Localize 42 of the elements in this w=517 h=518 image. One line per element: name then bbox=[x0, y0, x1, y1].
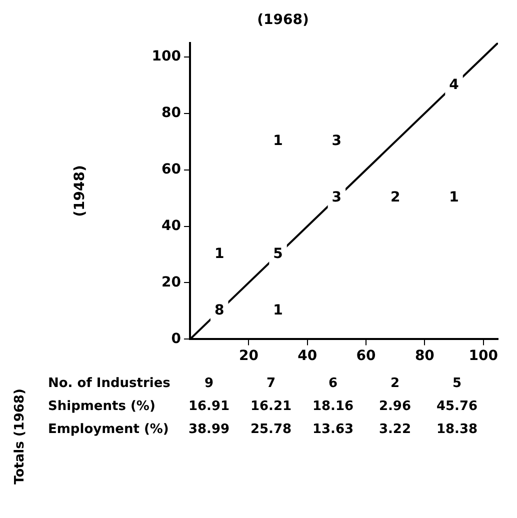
text: 6 bbox=[327, 376, 339, 391]
text: 16.21 bbox=[249, 399, 293, 414]
annotation: 1 bbox=[273, 133, 283, 150]
text: 7 bbox=[265, 376, 277, 391]
annotation: 3 bbox=[332, 133, 342, 150]
x-tick-label: 20 bbox=[238, 348, 259, 364]
text: Employment (%) bbox=[48, 422, 170, 437]
x-tick-label: 40 bbox=[298, 348, 318, 364]
text: 18.38 bbox=[435, 422, 479, 437]
annotation: 8 bbox=[214, 302, 224, 319]
annotation: 1 bbox=[273, 302, 283, 319]
text: 3.22 bbox=[378, 422, 412, 437]
y-tick-label: 100 bbox=[152, 48, 182, 65]
text: 9 bbox=[203, 376, 215, 391]
annotation: 1 bbox=[449, 190, 459, 206]
x-tick-label: 60 bbox=[356, 348, 376, 364]
y-tick-label: 20 bbox=[162, 274, 182, 290]
text: Totals (1968) bbox=[12, 388, 28, 484]
y-tick-label: 60 bbox=[162, 161, 182, 178]
text: Shipments (%) bbox=[48, 399, 156, 414]
text: 2.96 bbox=[378, 399, 412, 414]
x-tick-label: 100 bbox=[468, 348, 498, 364]
annotation: 1 bbox=[214, 246, 224, 262]
text: 13.63 bbox=[311, 422, 355, 437]
y-tick-label: 40 bbox=[162, 218, 182, 234]
text: No. of Industries bbox=[48, 376, 172, 391]
text: 45.76 bbox=[435, 399, 479, 414]
annotation: 4 bbox=[449, 76, 460, 93]
text: 16.91 bbox=[187, 399, 231, 414]
text: 18.16 bbox=[311, 399, 355, 414]
text: 38.99 bbox=[187, 422, 231, 437]
text: 5 bbox=[451, 376, 463, 391]
text: 2 bbox=[389, 376, 401, 391]
y-tick-label: 0 bbox=[171, 330, 182, 347]
x-tick-label: 80 bbox=[414, 348, 435, 364]
y-axis-title: (1948) bbox=[72, 165, 88, 217]
x-axis-title: (1968) bbox=[257, 12, 309, 28]
text: 25.78 bbox=[249, 422, 293, 437]
annotation: 2 bbox=[390, 190, 400, 206]
annotation: 5 bbox=[273, 246, 283, 262]
annotation: 3 bbox=[332, 190, 342, 206]
y-tick-label: 80 bbox=[162, 105, 182, 122]
